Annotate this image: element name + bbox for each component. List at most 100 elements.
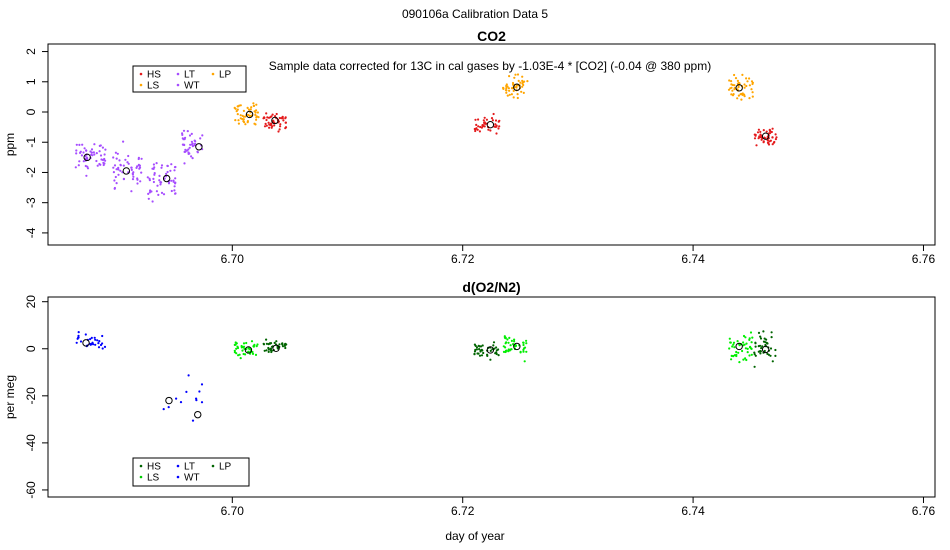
data-point xyxy=(521,75,524,78)
data-point xyxy=(119,169,122,172)
legend-marker xyxy=(139,72,143,76)
data-point xyxy=(151,200,154,203)
data-point xyxy=(742,358,745,361)
data-point xyxy=(155,162,158,165)
data-point xyxy=(91,341,94,344)
figure-title: 090106a Calibration Data 5 xyxy=(402,7,548,21)
data-point xyxy=(103,153,106,156)
data-point xyxy=(172,180,175,183)
mean-marker xyxy=(486,346,495,354)
mean-marker xyxy=(271,116,279,125)
data-point xyxy=(774,133,777,136)
legend-label: HS xyxy=(147,462,161,473)
mean-marker xyxy=(513,342,521,351)
data-point xyxy=(507,87,510,90)
data-point xyxy=(476,128,479,131)
data-point xyxy=(190,155,193,158)
data-point xyxy=(265,338,268,341)
data-point xyxy=(174,182,177,185)
data-point xyxy=(239,357,242,360)
data-point xyxy=(514,344,518,347)
data-point xyxy=(774,354,777,357)
data-point xyxy=(183,150,186,153)
data-point xyxy=(483,125,486,128)
data-point xyxy=(745,84,748,88)
data-point xyxy=(256,111,259,114)
data-point xyxy=(477,125,480,128)
o2n2-means xyxy=(82,339,770,419)
data-point xyxy=(283,344,286,347)
data-point xyxy=(186,130,189,133)
data-point xyxy=(746,347,749,350)
data-point xyxy=(508,336,511,339)
data-point xyxy=(263,125,267,128)
data-point xyxy=(200,401,204,404)
x-tick-label: 6.74 xyxy=(681,252,705,266)
data-point xyxy=(513,338,516,341)
data-point xyxy=(183,162,186,165)
data-point xyxy=(250,106,253,109)
data-point xyxy=(770,331,773,334)
data-point xyxy=(492,344,495,347)
data-point xyxy=(771,360,774,363)
data-point xyxy=(137,163,140,166)
data-point xyxy=(512,96,515,99)
data-point xyxy=(733,346,736,349)
data-point xyxy=(198,390,201,393)
data-point xyxy=(173,166,177,169)
data-point xyxy=(762,129,765,132)
data-point xyxy=(478,348,481,351)
data-point xyxy=(762,330,765,333)
data-point xyxy=(749,331,753,334)
data-point xyxy=(745,358,748,362)
data-point xyxy=(481,344,484,347)
data-point xyxy=(263,116,266,119)
data-point xyxy=(520,90,523,93)
data-point xyxy=(771,127,774,130)
data-point xyxy=(730,358,733,361)
data-point xyxy=(736,340,739,343)
data-point xyxy=(509,344,512,347)
data-point xyxy=(754,134,757,137)
data-point xyxy=(507,348,510,351)
data-point xyxy=(737,351,740,354)
data-point xyxy=(117,166,120,169)
data-point xyxy=(75,149,78,152)
data-point xyxy=(740,98,743,101)
data-point xyxy=(117,168,120,171)
co2-panel: CO2 Sample data corrected for 13C in cal… xyxy=(3,28,936,266)
data-point xyxy=(75,341,78,344)
x-tick-label: 6.70 xyxy=(221,504,245,518)
data-point xyxy=(85,174,88,177)
data-point xyxy=(250,340,254,343)
data-point xyxy=(753,137,757,140)
data-point xyxy=(765,338,768,341)
data-point xyxy=(275,112,278,116)
data-point xyxy=(170,179,173,182)
data-point xyxy=(162,408,165,411)
data-point xyxy=(730,354,733,357)
data-point xyxy=(234,341,237,344)
data-point xyxy=(91,154,94,157)
x-tick-label: 6.74 xyxy=(681,504,705,518)
data-point xyxy=(238,104,241,107)
data-point xyxy=(738,361,741,364)
data-point xyxy=(733,73,736,77)
data-point xyxy=(182,143,185,146)
data-point xyxy=(255,116,258,119)
data-point xyxy=(509,348,513,351)
data-point xyxy=(173,169,176,172)
data-point xyxy=(763,349,766,353)
data-point xyxy=(127,154,130,158)
data-point xyxy=(99,343,103,347)
data-point xyxy=(743,95,746,98)
data-point xyxy=(507,350,510,353)
data-point xyxy=(512,89,515,92)
data-point xyxy=(271,113,274,116)
data-point xyxy=(475,123,478,126)
data-point xyxy=(739,93,742,96)
data-point xyxy=(78,160,81,163)
data-point xyxy=(174,177,177,180)
data-point xyxy=(504,349,508,352)
